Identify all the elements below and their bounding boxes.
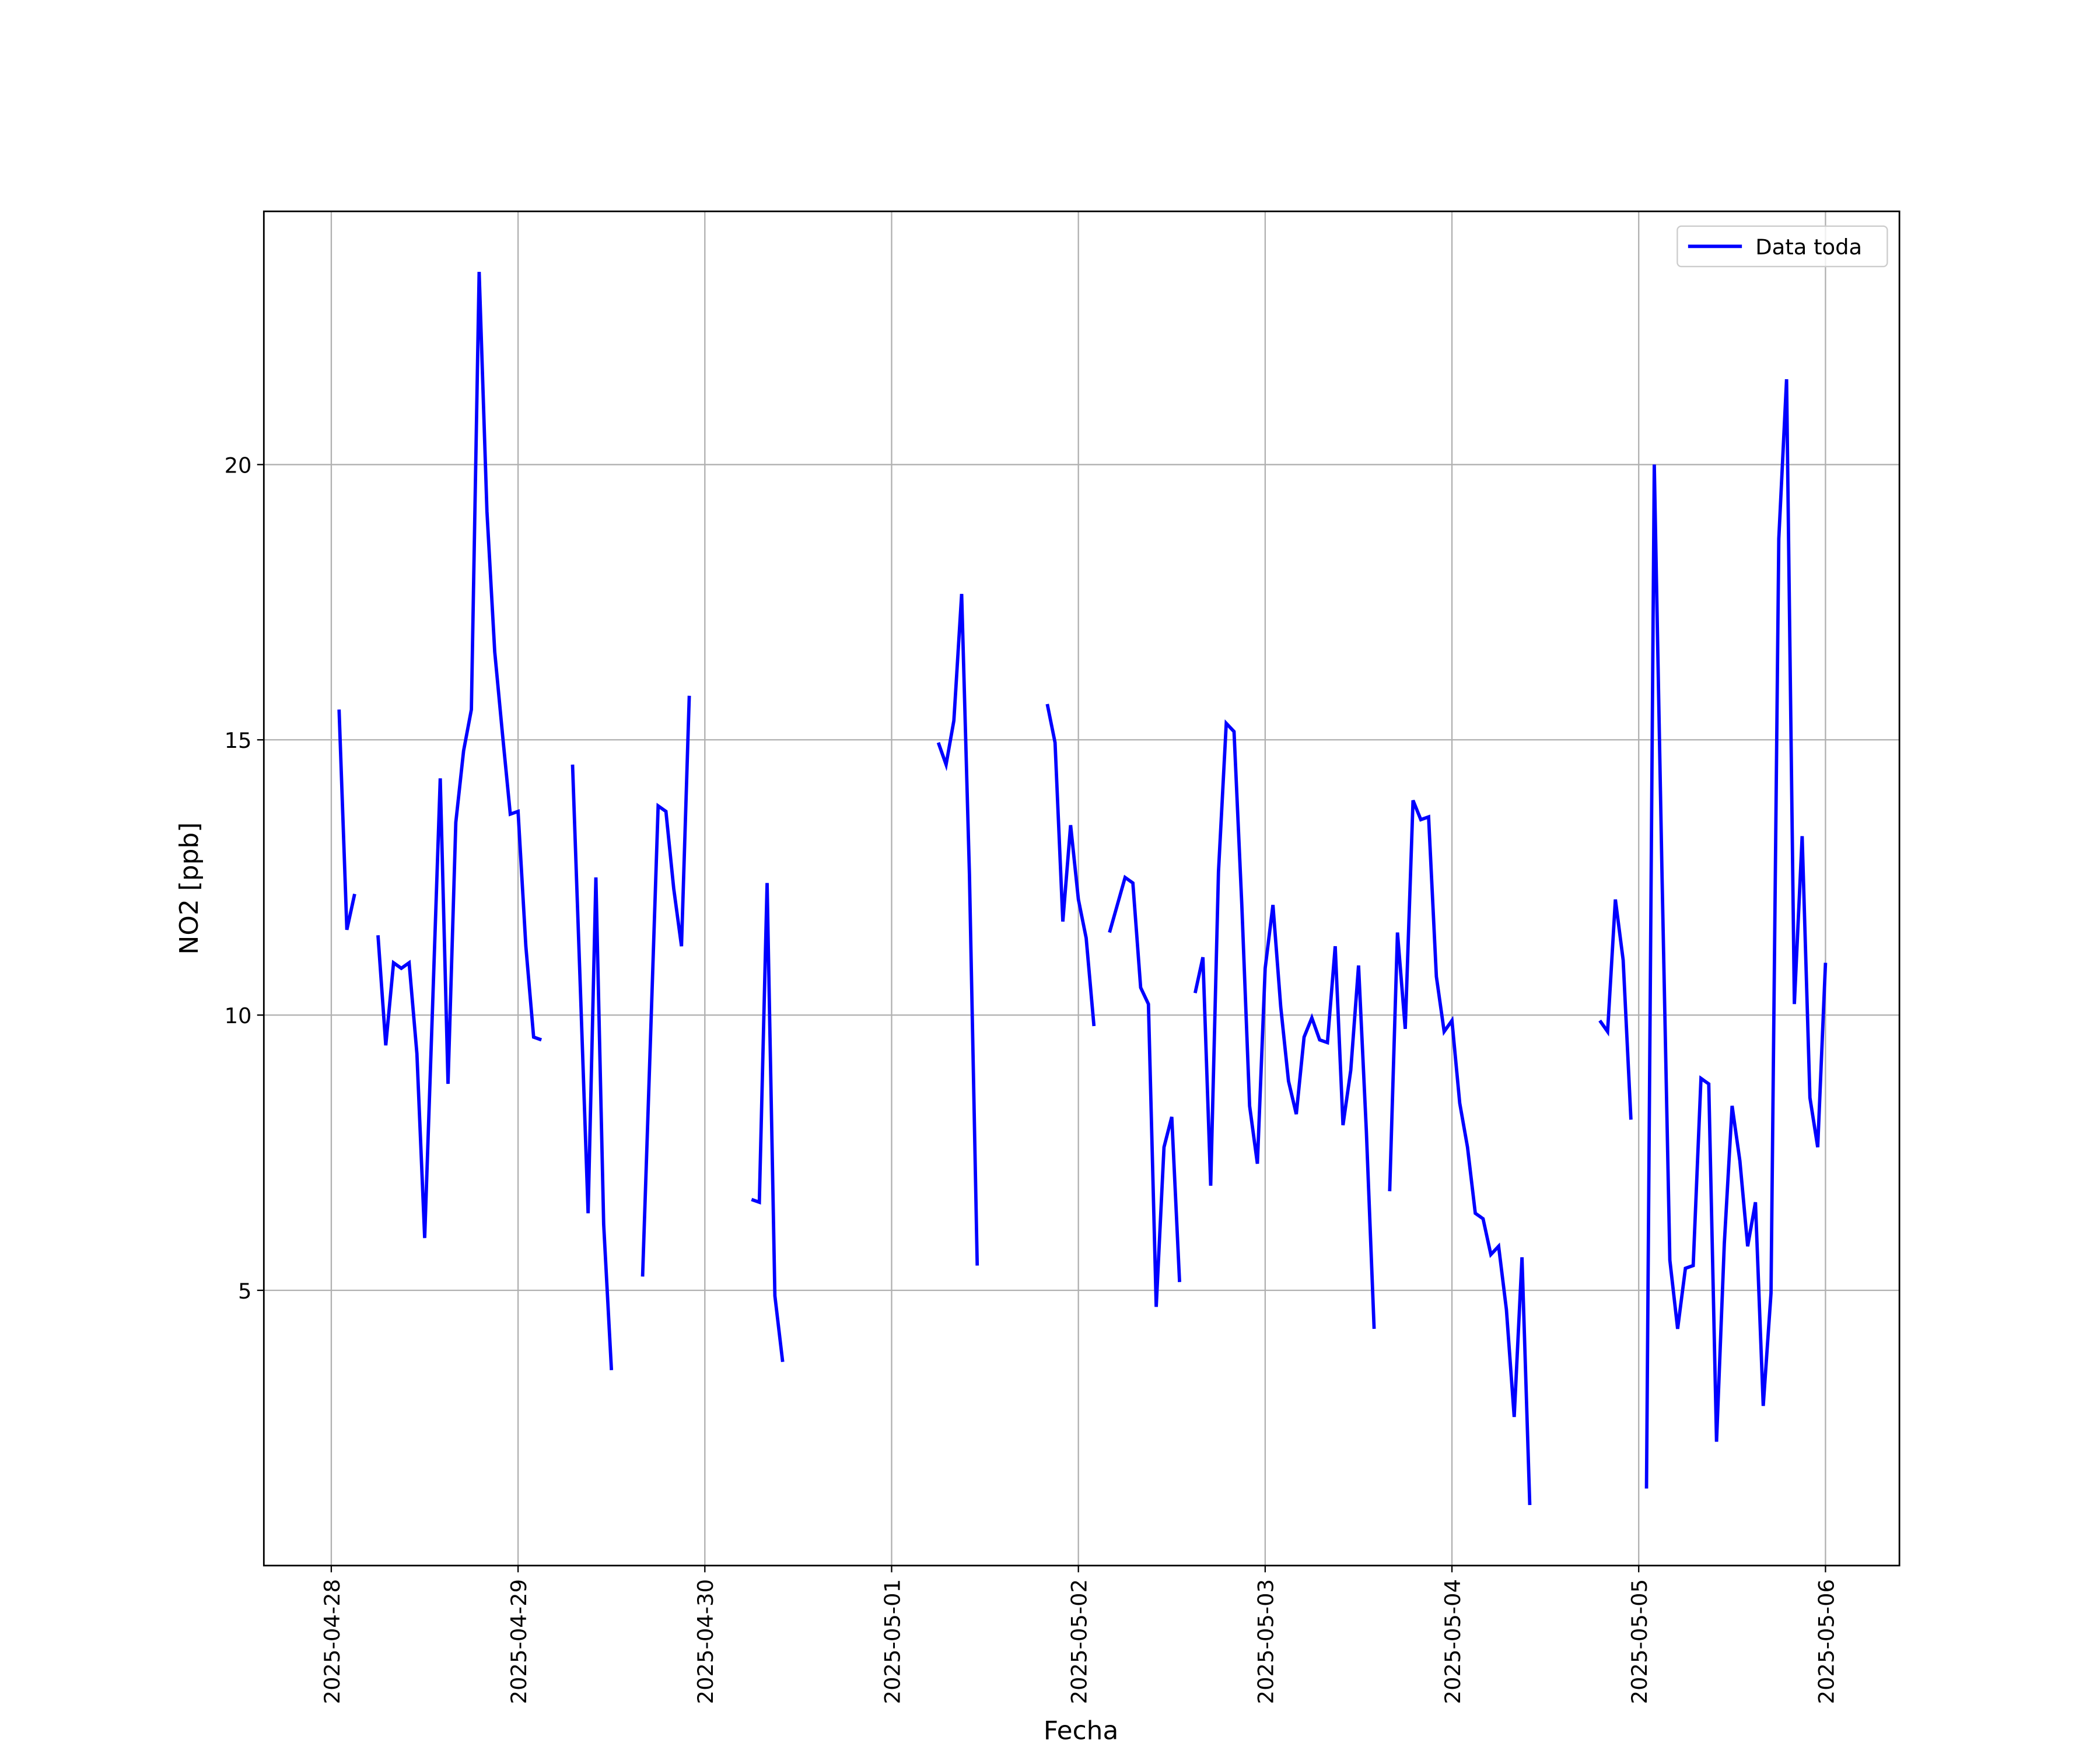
axes-frame xyxy=(262,210,1901,1567)
x-tick-label: 2025-05-04 xyxy=(1440,1579,1465,1704)
x-tick-label: 2025-05-01 xyxy=(880,1579,905,1704)
x-tick-label: 2025-04-29 xyxy=(506,1579,531,1704)
x-tick-label: 2025-04-30 xyxy=(693,1579,718,1704)
y-tick-label: 5 xyxy=(238,1279,251,1304)
y-tick-label: 15 xyxy=(225,728,252,753)
legend-label: Data toda xyxy=(1755,235,1862,260)
x-tick-label: 2025-05-05 xyxy=(1627,1579,1652,1704)
x-tick-label: 2025-05-06 xyxy=(1814,1579,1839,1704)
data-line xyxy=(337,272,1828,1506)
x-tick-label: 2025-05-02 xyxy=(1067,1579,1092,1704)
y-axis-label: NO2 [ppb] xyxy=(174,822,204,955)
y-tick-label: 20 xyxy=(225,453,252,478)
y-tick-label: 10 xyxy=(225,1003,252,1028)
legend: Data toda xyxy=(1676,225,1888,268)
x-tick-label: 2025-05-03 xyxy=(1254,1579,1279,1704)
x-tick-label: 2025-04-28 xyxy=(320,1579,345,1704)
legend-box xyxy=(1676,225,1888,268)
x-axis-label: Fecha xyxy=(1044,1716,1119,1746)
